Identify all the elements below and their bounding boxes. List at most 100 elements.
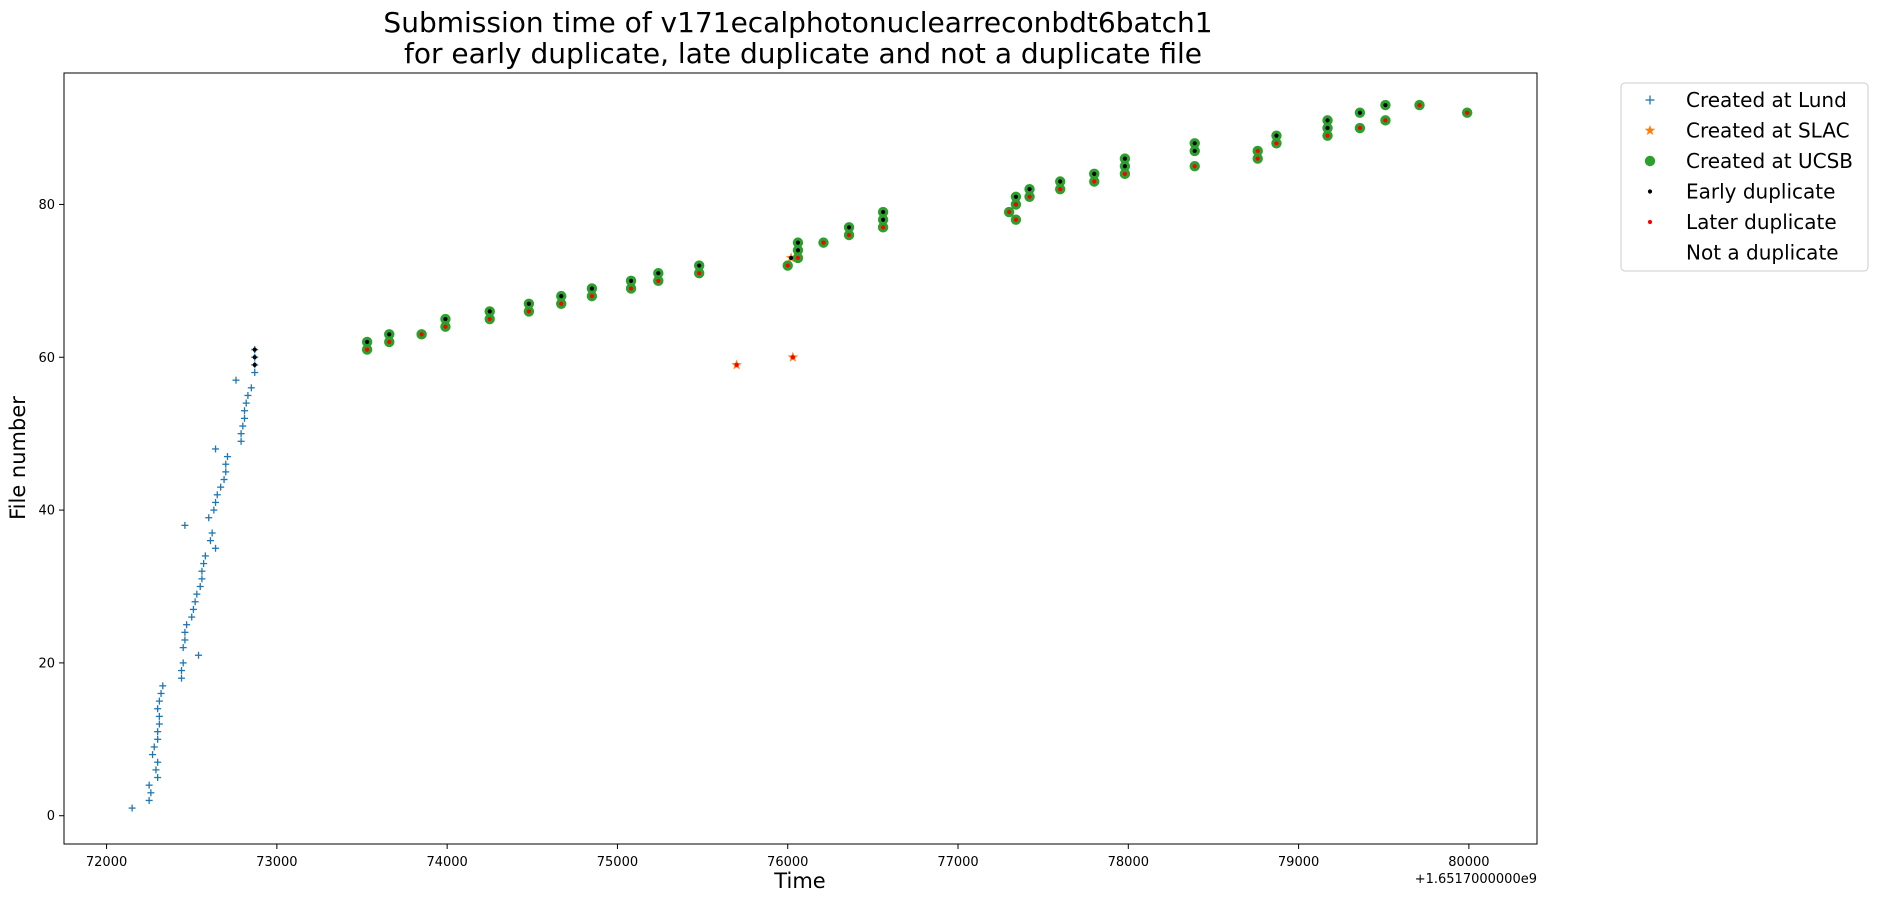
data-point-created-at-lund [217, 483, 225, 491]
data-point-created-at-lund [206, 537, 214, 545]
data-point-early-duplicate [880, 217, 886, 222]
x-tick-label: 72000 [86, 855, 127, 870]
data-point-early-duplicate [1122, 156, 1128, 161]
data-point-created-at-lund [205, 514, 213, 522]
data-point-created-at-lund [189, 605, 197, 613]
data-point-created-at-lund [244, 391, 252, 399]
data-point-early-duplicate [1325, 125, 1330, 131]
data-point-early-duplicate [559, 294, 564, 299]
data-point-later-duplicate [1007, 209, 1012, 215]
data-point-later-duplicate [443, 324, 448, 329]
data-point-early-duplicate [795, 240, 801, 245]
legend-label-not-a-duplicate: Not a duplicate [1686, 241, 1839, 265]
data-point-early-duplicate [1192, 148, 1197, 154]
data-point-created-at-lund [145, 781, 153, 789]
data-point-early-duplicate [252, 347, 257, 352]
data-point-created-at-lund [179, 659, 187, 667]
data-point-later-duplicate [1092, 179, 1097, 184]
data-point-created-at-lund [128, 804, 136, 812]
data-point-created-at-lund [154, 735, 162, 743]
data-point-early-duplicate [1383, 102, 1388, 108]
series-created-at-ucsb [361, 99, 1473, 355]
data-point-early-duplicate [1357, 110, 1362, 115]
data-point-created-at-lund [149, 751, 157, 759]
data-point-created-at-lund [150, 743, 158, 751]
y-tick-label: 20 [38, 656, 55, 671]
data-point-created-at-lund [212, 544, 220, 552]
data-point-later-duplicate [365, 347, 370, 352]
series-later-duplicate [365, 102, 1470, 367]
data-point-later-duplicate [1013, 217, 1019, 222]
x-axis-offset-label: +1.6517000000e9 [1415, 872, 1537, 887]
y-tick-label: 60 [38, 351, 55, 366]
data-point-created-at-lund [191, 598, 199, 606]
data-point-later-duplicate [734, 362, 739, 367]
data-point-later-duplicate [1027, 194, 1032, 199]
x-tick-label: 79000 [1278, 855, 1319, 870]
data-point-created-at-lund [181, 628, 189, 636]
y-tick-label: 80 [38, 198, 55, 213]
data-point-early-duplicate [1192, 141, 1197, 146]
data-point-created-at-lund [183, 621, 191, 629]
data-point-created-at-lund [193, 590, 201, 598]
data-point-early-duplicate [1274, 133, 1279, 138]
data-point-created-at-lund [237, 437, 245, 445]
data-point-created-at-lund [181, 521, 189, 529]
data-point-created-at-lund [213, 491, 221, 499]
x-tick-label: 75000 [597, 855, 638, 870]
data-point-early-duplicate [252, 362, 257, 367]
data-point-later-duplicate [419, 332, 424, 337]
legend-item-created-at-ucsb: Created at UCSB [1644, 149, 1853, 173]
data-point-later-duplicate [821, 240, 826, 245]
data-point-later-duplicate [846, 232, 852, 238]
data-point-created-at-lund [188, 613, 196, 621]
data-point-created-at-lund [195, 651, 203, 659]
data-point-early-duplicate [365, 339, 370, 345]
x-axis-label: Time [773, 869, 825, 893]
data-point-later-duplicate [790, 355, 795, 360]
data-point-created-at-lund [201, 552, 209, 560]
data-point-created-at-lund [159, 682, 167, 690]
series-created-at-lund [128, 346, 259, 812]
data-markers [128, 99, 1473, 812]
legend: Created at Lund Created at SLAC Created at… [1620, 82, 1869, 272]
x-tick-label: 76000 [767, 855, 808, 870]
data-point-later-duplicate [1013, 202, 1019, 207]
data-point-created-at-lund [239, 422, 247, 430]
data-point-early-duplicate [628, 278, 634, 283]
data-point-later-duplicate [697, 271, 702, 276]
data-point-early-duplicate [526, 301, 531, 306]
data-point-created-at-lund [155, 720, 163, 728]
data-point-later-duplicate [1325, 133, 1330, 138]
data-point-created-at-lund [222, 460, 230, 468]
legend-marker-created-at-ucsb [1644, 155, 1656, 167]
data-point-created-at-lund [208, 529, 216, 537]
legend-marker-created-at-slac [1644, 125, 1656, 135]
chart-title-line-1: Submission time of v171ecalphotonuclearr… [383, 6, 1212, 39]
data-point-later-duplicate [487, 316, 492, 322]
legend-box [1620, 82, 1869, 272]
data-point-early-duplicate [795, 248, 801, 253]
data-point-later-duplicate [795, 255, 801, 261]
data-point-created-at-lund [177, 667, 185, 675]
data-point-early-duplicate [1027, 187, 1032, 192]
data-point-created-at-lund [241, 414, 249, 422]
legend-label-created-at-lund: Created at Lund [1686, 88, 1847, 112]
data-point-later-duplicate [1383, 118, 1388, 123]
data-point-created-at-lund [155, 697, 163, 705]
data-point-created-at-lund [179, 644, 187, 652]
series-early-duplicate [252, 102, 1388, 367]
data-point-created-at-lund [177, 674, 185, 682]
data-point-early-duplicate [846, 225, 852, 230]
data-point-created-at-lund [198, 567, 206, 575]
legend-label-created-at-slac: Created at SLAC [1686, 119, 1850, 143]
data-point-created-at-lund [154, 728, 162, 736]
x-axis-ticks: 72000 73000 74000 75000 76000 77000 78000 79000… [86, 844, 1490, 870]
data-point-early-duplicate [443, 316, 448, 322]
legend-item-early-duplicate: Early duplicate [1647, 180, 1835, 204]
legend-item-later-duplicate: Later duplicate [1647, 210, 1837, 234]
data-point-later-duplicate [589, 294, 594, 299]
data-point-created-at-lund [154, 774, 162, 782]
data-point-later-duplicate [1122, 171, 1128, 176]
data-point-created-at-lund [237, 430, 245, 438]
